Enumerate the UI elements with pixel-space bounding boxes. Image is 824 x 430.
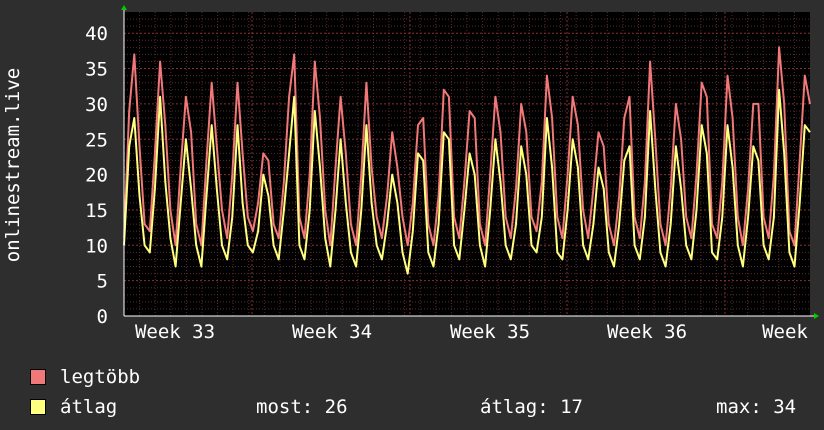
y-axis-arrow <box>121 5 127 10</box>
plot-area <box>124 12 810 316</box>
legend: legtöbb átlag most: 26 átlag: 17 max: 34 <box>30 362 810 422</box>
y-axis-label: onlinestream.live <box>2 68 24 262</box>
stat-avg: átlag: 17 <box>480 392 716 422</box>
y-tick-label: 40 <box>85 23 108 45</box>
y-tick-label: 10 <box>85 235 108 257</box>
legend-item-avg: átlag most: 26 átlag: 17 max: 34 <box>30 392 810 422</box>
x-tick-label: Week 36 <box>607 321 687 343</box>
y-tick-label: 25 <box>85 129 108 151</box>
legend-swatch-max <box>30 369 46 385</box>
legend-swatch-avg <box>30 399 46 415</box>
x-tick-label: Week 35 <box>450 321 530 343</box>
y-tick-label: 30 <box>85 94 108 116</box>
x-tick-label: Week <box>762 321 808 343</box>
series-line-avg <box>123 88 811 275</box>
y-tick-label: 20 <box>85 165 108 187</box>
series-line-max <box>123 46 811 247</box>
x-axis-arrow <box>814 313 819 319</box>
stat-now-label: most: <box>256 396 314 418</box>
stat-avg-label: átlag: <box>480 396 549 418</box>
stat-now: most: 26 <box>256 392 480 422</box>
y-tick-label: 0 <box>97 306 108 328</box>
legend-label-avg: átlag <box>60 396 118 418</box>
legend-label-max: legtöbb <box>60 366 141 388</box>
chart: onlinestream.live 0 5 10 15 20 25 30 35 40 Week … <box>2 5 819 343</box>
stat-max-label: max: <box>716 396 762 418</box>
stat-max-value: 34 <box>773 396 797 418</box>
stat-now-value: 26 <box>324 396 348 418</box>
y-tick-label: 5 <box>97 271 108 293</box>
stat-max: max: 34 <box>716 392 796 422</box>
x-tick-label: Week 33 <box>135 321 215 343</box>
y-tick-label: 35 <box>85 59 108 81</box>
stat-avg-value: 17 <box>560 396 583 418</box>
y-tick-label: 15 <box>85 200 108 222</box>
x-tick-label: Week 34 <box>292 321 372 343</box>
legend-item-max: legtöbb <box>30 362 810 392</box>
